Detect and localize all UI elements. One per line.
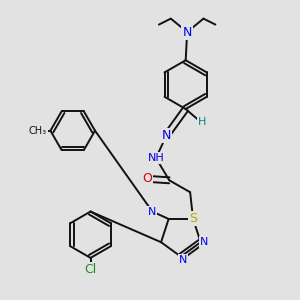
Text: N: N — [162, 129, 171, 142]
Text: Cl: Cl — [84, 263, 97, 276]
Text: NH: NH — [148, 153, 164, 163]
Text: CH₃: CH₃ — [29, 126, 47, 136]
Text: N: N — [148, 206, 157, 217]
Text: N: N — [182, 26, 192, 38]
Text: H: H — [198, 117, 206, 128]
Text: O: O — [142, 172, 152, 185]
Text: N: N — [179, 255, 188, 265]
Text: N: N — [200, 237, 208, 247]
Text: S: S — [189, 212, 197, 226]
